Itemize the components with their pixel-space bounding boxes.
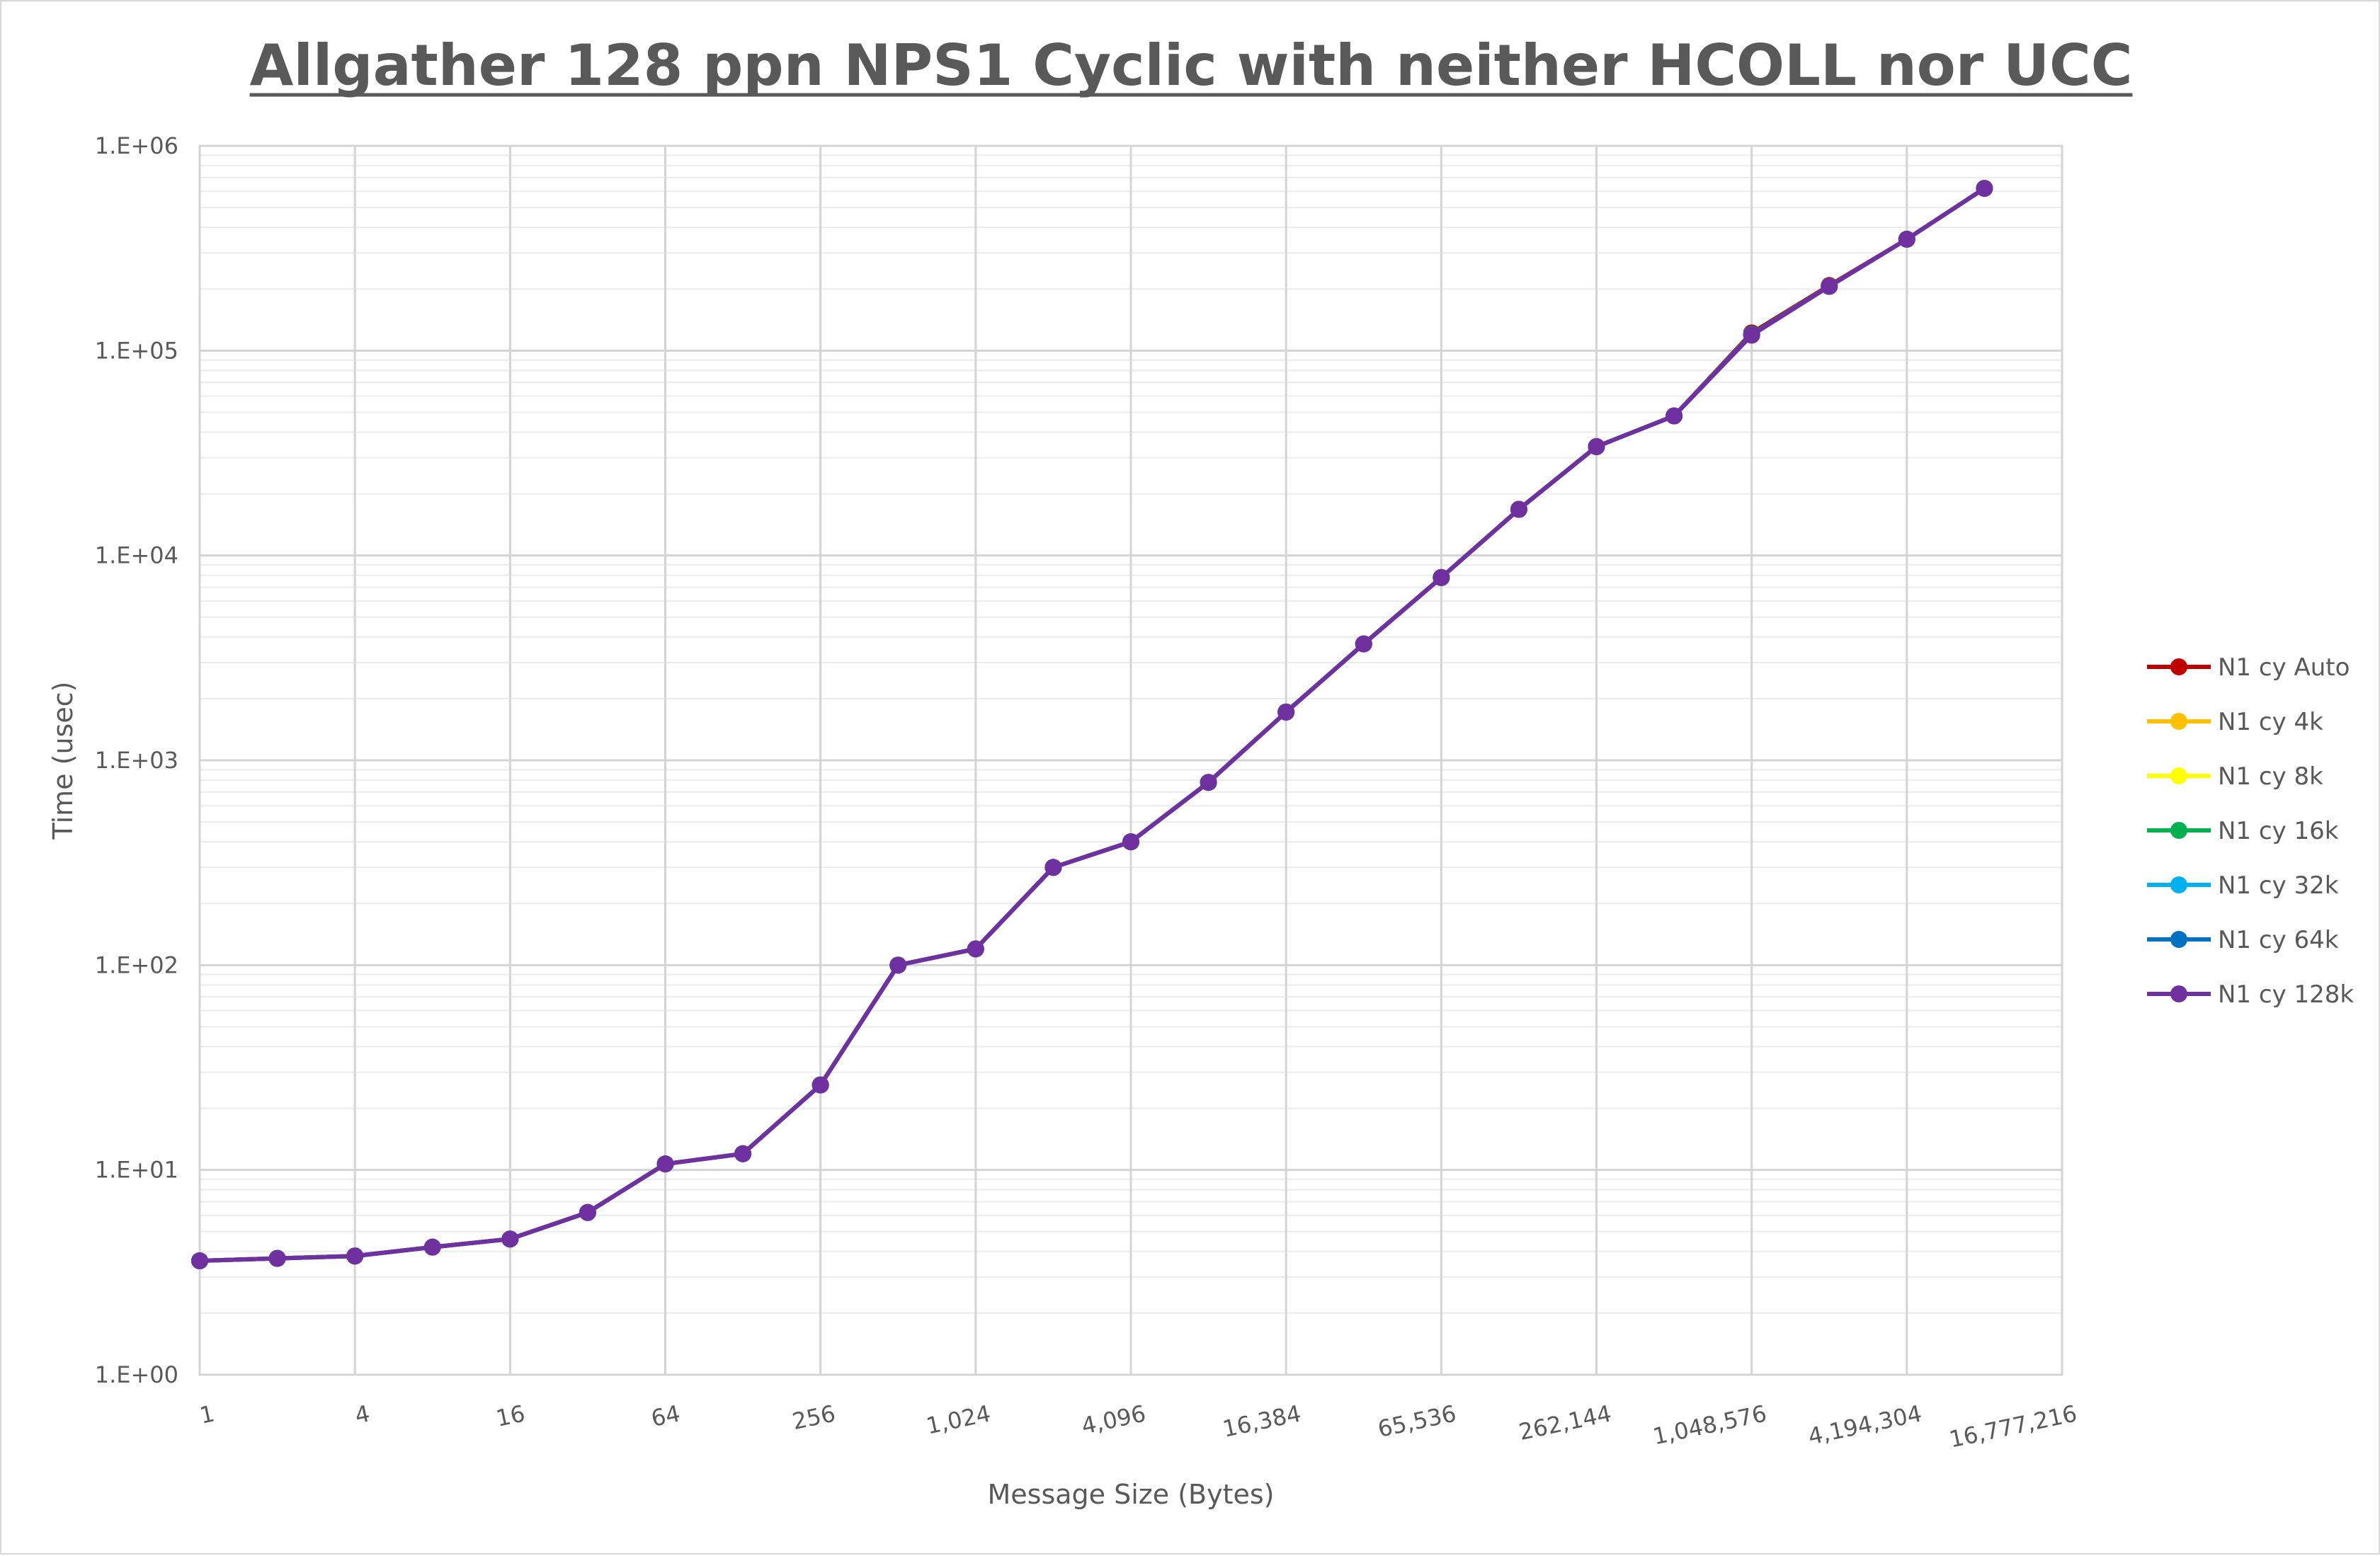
x-tick-label: 4,194,304 bbox=[1806, 1400, 1924, 1450]
x-tick-label: 64 bbox=[649, 1400, 683, 1432]
data-point bbox=[1821, 278, 1838, 295]
x-tick-label: 4,096 bbox=[1079, 1400, 1149, 1439]
legend-swatch-marker bbox=[2170, 876, 2187, 893]
x-axis-title: Message Size (Bytes) bbox=[988, 1479, 1275, 1510]
data-point bbox=[1666, 407, 1683, 425]
series-line bbox=[199, 186, 1986, 1263]
data-point bbox=[1200, 774, 1217, 791]
series-n1-cy-16k bbox=[191, 180, 1993, 1270]
x-tick-label: 16 bbox=[494, 1400, 528, 1432]
grid-layer bbox=[198, 144, 2063, 1376]
data-point bbox=[967, 940, 984, 958]
legend-swatch-marker bbox=[2170, 713, 2187, 730]
legend-entry: N1 cy 64k bbox=[2147, 926, 2339, 954]
data-point bbox=[734, 1145, 752, 1162]
legend-entry: N1 cy 32k bbox=[2147, 871, 2339, 900]
legend-swatch-marker bbox=[2170, 822, 2187, 839]
series-n1-cy-8k bbox=[191, 180, 1993, 1270]
x-tick-label: 256 bbox=[790, 1400, 838, 1435]
x-tick-label: 1 bbox=[198, 1400, 217, 1429]
series-n1-cy-128k bbox=[191, 180, 1993, 1270]
series-line bbox=[199, 186, 1986, 1263]
x-tick-label: 1,048,576 bbox=[1651, 1400, 1769, 1450]
series-n1-cy-4k bbox=[191, 180, 1993, 1270]
legend-swatch-marker bbox=[2170, 767, 2187, 784]
series-line bbox=[199, 186, 1986, 1263]
data-point bbox=[889, 956, 907, 974]
data-point bbox=[501, 1230, 519, 1248]
chart-title: Allgather 128 ppn NPS1 Cyclic with neith… bbox=[250, 33, 2133, 98]
legend-label: N1 cy 128k bbox=[2218, 980, 2354, 1009]
legend-swatch-marker bbox=[2170, 658, 2187, 675]
legend-label: N1 cy 4k bbox=[2218, 708, 2323, 736]
legend-entry: N1 cy 8k bbox=[2147, 762, 2323, 791]
x-tick-label: 16,777,216 bbox=[1947, 1400, 2079, 1453]
series-n1-cy-32k bbox=[191, 180, 1993, 1270]
data-point bbox=[423, 1238, 441, 1256]
data-point bbox=[268, 1249, 286, 1267]
y-tick-label: 1.E+02 bbox=[95, 951, 178, 978]
x-tick-label: 1,024 bbox=[924, 1400, 993, 1439]
legend-entry: N1 cy 128k bbox=[2147, 980, 2354, 1009]
y-tick-label: 1.E+00 bbox=[95, 1361, 178, 1388]
y-tick-label: 1.E+01 bbox=[95, 1157, 178, 1184]
data-point bbox=[1510, 500, 1527, 518]
y-tick-label: 1.E+03 bbox=[95, 747, 178, 774]
series-line bbox=[199, 186, 1986, 1263]
plot-area-border bbox=[198, 144, 2063, 1376]
legend-label: N1 cy 8k bbox=[2218, 762, 2323, 791]
legend-swatch-marker bbox=[2170, 985, 2187, 1002]
legend-label: N1 cy Auto bbox=[2218, 653, 2350, 682]
y-tick-label: 1.E+06 bbox=[95, 132, 178, 159]
data-point bbox=[579, 1203, 596, 1221]
series-line bbox=[199, 186, 1986, 1263]
data-point bbox=[1743, 326, 1760, 344]
series-line bbox=[199, 186, 1986, 1263]
y-tick-label: 1.E+05 bbox=[95, 337, 178, 364]
y-axis-title: Time (usec) bbox=[47, 682, 79, 840]
data-point bbox=[812, 1076, 829, 1094]
legend-entry: N1 cy 16k bbox=[2147, 817, 2339, 845]
series-layer bbox=[191, 180, 1993, 1270]
data-point bbox=[1588, 437, 1605, 455]
x-tick-label: 262,144 bbox=[1517, 1400, 1614, 1446]
data-point bbox=[1898, 230, 1915, 248]
legend-swatch-marker bbox=[2170, 931, 2187, 948]
data-point bbox=[1277, 703, 1295, 721]
legend-entry: N1 cy 4k bbox=[2147, 708, 2323, 736]
legend-label: N1 cy 64k bbox=[2218, 926, 2339, 954]
data-point bbox=[191, 1252, 208, 1270]
data-point bbox=[656, 1155, 674, 1173]
legend-entry: N1 cy Auto bbox=[2147, 653, 2350, 682]
data-point bbox=[1355, 635, 1372, 653]
data-point bbox=[1122, 833, 1139, 851]
x-tick-label: 4 bbox=[353, 1400, 372, 1429]
data-point bbox=[1044, 859, 1062, 876]
series-line bbox=[199, 186, 1986, 1263]
data-point bbox=[1433, 568, 1450, 586]
data-point bbox=[1976, 180, 1993, 198]
y-tick-label: 1.E+04 bbox=[95, 542, 178, 569]
legend: N1 cy Auto N1 cy 4k N1 cy 8k N1 cy 16k N1 cy… bbox=[2147, 653, 2354, 1009]
x-tick-label: 16,384 bbox=[1220, 1400, 1303, 1442]
data-point bbox=[346, 1247, 364, 1265]
legend-label: N1 cy 32k bbox=[2218, 871, 2339, 900]
series-n1-cy-64k bbox=[191, 180, 1993, 1270]
axis-layer: 1.E+00 1.E+01 1.E+02 1.E+03 1.E+04 1.E+05 1.E+… bbox=[95, 132, 2080, 1453]
series-n1-cy-auto bbox=[191, 180, 1993, 1270]
x-tick-label: 65,536 bbox=[1375, 1400, 1458, 1442]
legend-label: N1 cy 16k bbox=[2218, 817, 2339, 845]
